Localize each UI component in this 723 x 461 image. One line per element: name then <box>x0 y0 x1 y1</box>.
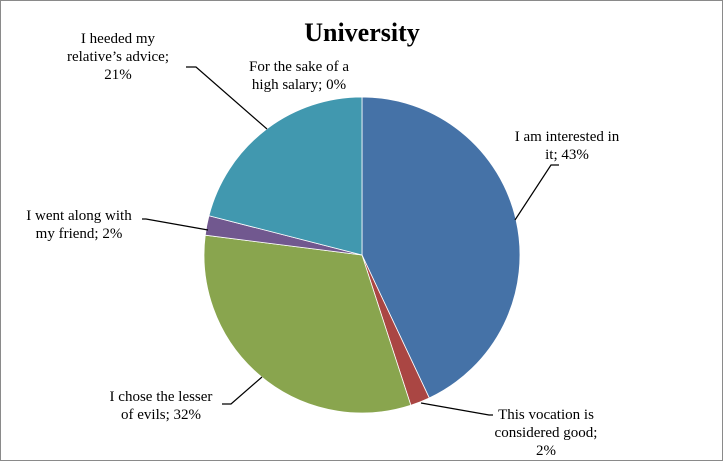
pie-slice <box>361 96 521 399</box>
slice-data-label: I went along with my friend; 2% <box>26 208 132 242</box>
leader-line <box>142 218 209 231</box>
leader-line <box>420 402 493 416</box>
slice-data-label: This vocation is considered good; 2% <box>495 407 598 459</box>
slice-data-label: I heeded my relative’s advice; 21% <box>67 31 169 83</box>
slice-data-label: I chose the lesser of evils; 32% <box>110 389 213 423</box>
leader-line <box>186 66 268 130</box>
pie-slice <box>208 96 363 256</box>
pie-slice <box>203 234 412 414</box>
slice-data-label: For the sake of a high salary; 0% <box>249 59 349 93</box>
chart-title: University <box>304 18 420 47</box>
leader-line <box>222 376 263 405</box>
leader-line <box>514 164 559 221</box>
slice-data-label: I am interested in it; 43% <box>515 129 620 163</box>
